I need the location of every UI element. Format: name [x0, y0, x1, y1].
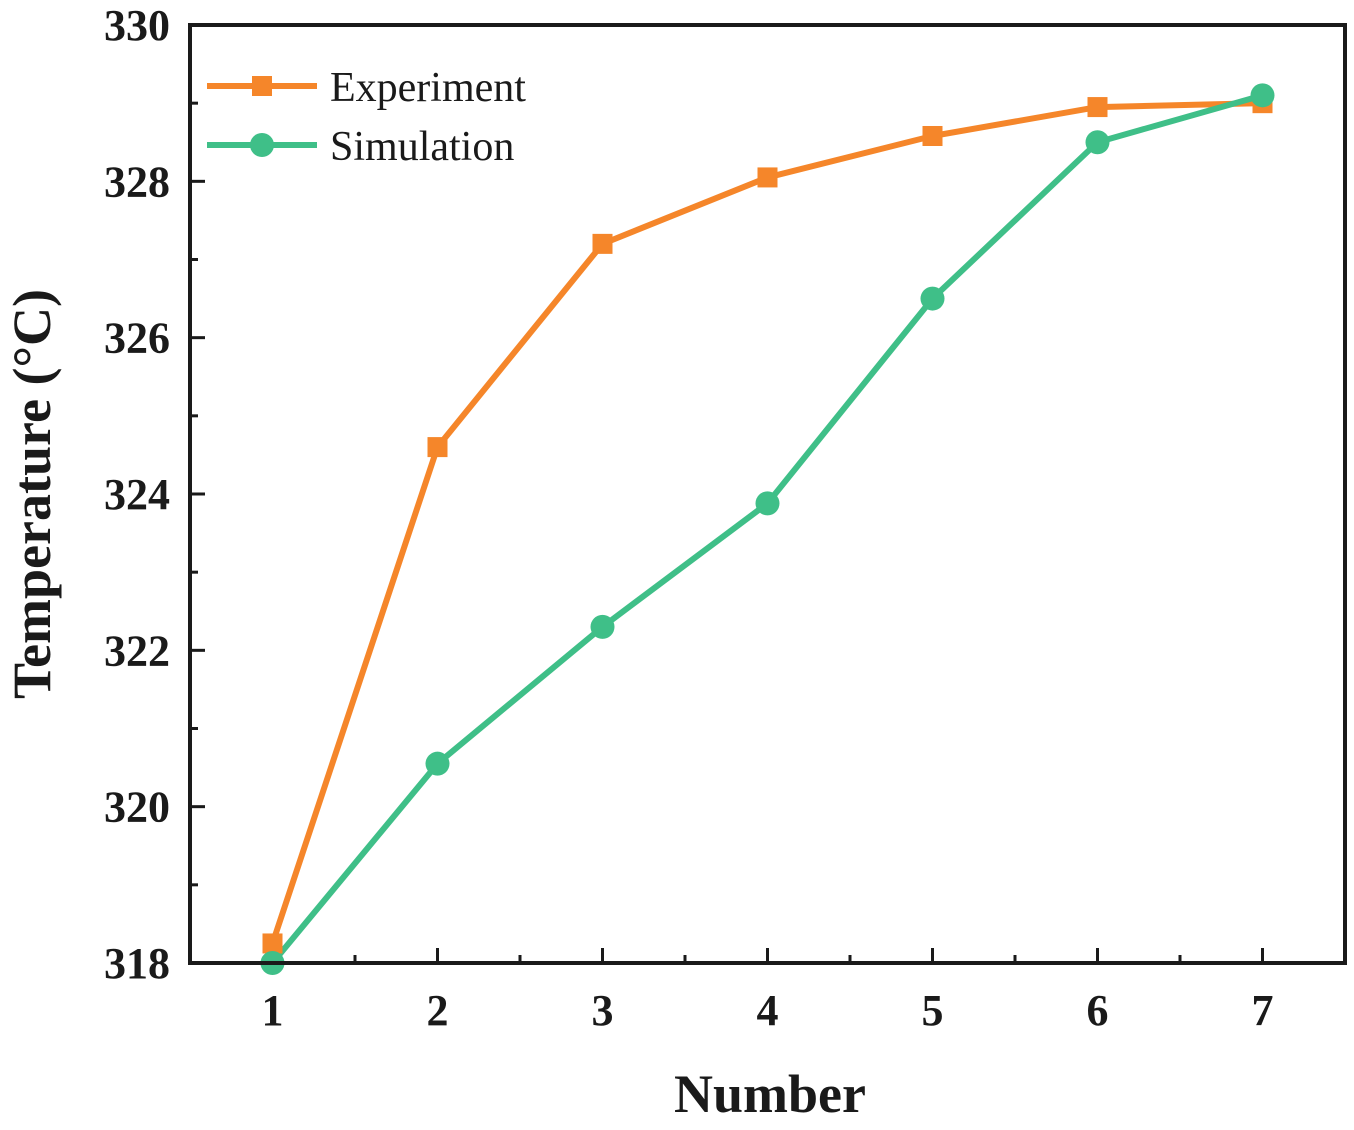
y-tick-label-326: 326 — [104, 314, 170, 363]
y-tick-label-320: 320 — [104, 783, 170, 832]
x-tick-label-7: 7 — [1252, 986, 1274, 1035]
legend-label-experiment: Experiment — [330, 65, 526, 111]
marker-experiment-2 — [427, 437, 448, 458]
marker-experiment-3 — [592, 233, 613, 254]
marker-simulation-7 — [1250, 83, 1275, 108]
legend: Experiment Simulation — [207, 65, 526, 170]
marker-simulation-4 — [755, 491, 780, 516]
x-tick-label-3: 3 — [592, 986, 614, 1035]
legend-marker-simulation — [250, 133, 274, 157]
y-tick-label-328: 328 — [104, 157, 170, 206]
x-tick-label-6: 6 — [1087, 986, 1109, 1035]
y-tick-label-318: 318 — [104, 939, 170, 988]
marker-experiment-6 — [1087, 97, 1108, 118]
x-axis-title: Number — [674, 1064, 866, 1124]
legend-label-simulation: Simulation — [330, 124, 514, 170]
marker-simulation-3 — [590, 614, 615, 639]
marker-experiment-1 — [262, 933, 283, 954]
y-tick-label-322: 322 — [104, 626, 170, 675]
series-layer — [260, 83, 1275, 975]
x-tick-label-2: 2 — [427, 986, 449, 1035]
y-tick-label-324: 324 — [104, 470, 170, 519]
marker-experiment-5 — [922, 125, 943, 146]
marker-experiment-4 — [757, 167, 778, 188]
marker-simulation-6 — [1085, 130, 1110, 155]
x-tick-label-1: 1 — [262, 986, 284, 1035]
plot-frame — [188, 23, 1347, 965]
series-line-simulation — [270, 92, 1264, 965]
legend-marker-experiment — [252, 76, 272, 96]
marker-simulation-2 — [425, 751, 450, 776]
axes: 1 2 3 4 5 6 7 318 320 322 324 326 328 330 — [104, 1, 1274, 1035]
x-tick-label-5: 5 — [922, 986, 944, 1035]
y-tick-label-330: 330 — [104, 1, 170, 50]
series-line-experiment — [269, 100, 1263, 945]
marker-simulation-5 — [920, 286, 945, 311]
x-tick-label-4: 4 — [757, 986, 779, 1035]
y-axis-title: Temperature (°C) — [2, 289, 62, 699]
